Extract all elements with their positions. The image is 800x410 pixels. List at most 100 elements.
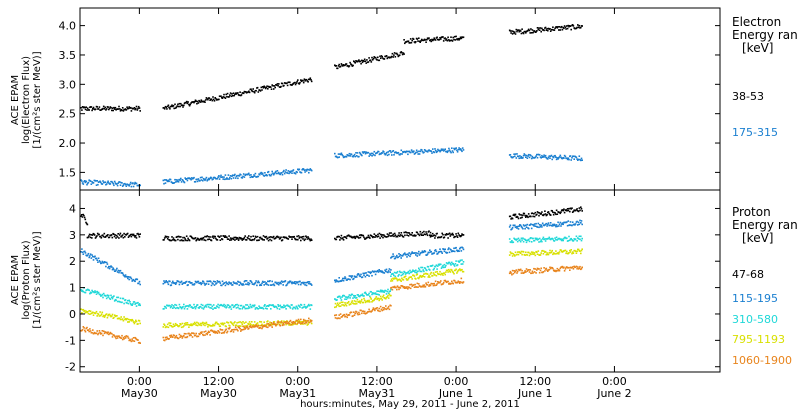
data-point xyxy=(182,106,184,108)
data-point xyxy=(177,179,179,181)
data-point xyxy=(263,239,265,241)
data-point xyxy=(267,170,270,173)
data-point xyxy=(580,252,582,255)
data-point xyxy=(429,231,432,234)
data-point xyxy=(372,57,375,60)
data-point xyxy=(415,278,417,280)
data-point xyxy=(285,82,287,85)
data-point xyxy=(212,237,215,239)
data-point xyxy=(519,268,522,271)
data-point xyxy=(549,266,551,269)
data-point xyxy=(540,224,542,226)
data-point xyxy=(371,59,374,61)
data-point xyxy=(549,267,552,270)
data-point xyxy=(444,273,446,276)
data-point xyxy=(567,24,570,27)
data-point xyxy=(105,265,107,268)
data-point xyxy=(532,237,534,240)
data-point xyxy=(137,107,139,110)
data-point xyxy=(344,303,347,306)
data-point xyxy=(310,239,313,241)
data-point xyxy=(377,271,380,273)
data-point xyxy=(260,324,263,327)
data-point xyxy=(511,226,514,229)
data-point xyxy=(536,213,538,216)
data-point xyxy=(385,270,387,273)
data-point xyxy=(180,334,182,337)
data-point xyxy=(380,153,382,155)
data-point xyxy=(536,27,539,29)
data-point xyxy=(421,150,424,153)
data-point xyxy=(164,281,167,283)
data-point xyxy=(275,323,278,326)
data-point xyxy=(458,39,460,41)
data-point xyxy=(92,182,95,184)
data-point xyxy=(515,157,518,159)
data-point xyxy=(432,148,434,150)
data-point xyxy=(270,324,272,327)
data-point xyxy=(135,105,138,108)
data-point xyxy=(372,307,375,309)
xtick-sublabel: May31 xyxy=(279,387,316,400)
data-point xyxy=(231,174,234,176)
data-point xyxy=(283,172,286,175)
data-point xyxy=(421,266,424,269)
data-point xyxy=(545,253,548,256)
data-point xyxy=(431,264,434,267)
data-point xyxy=(242,325,244,328)
data-point xyxy=(138,107,141,109)
data-point xyxy=(267,326,269,329)
data-point xyxy=(367,151,370,154)
data-point xyxy=(357,294,359,296)
data-point xyxy=(536,253,539,255)
data-point xyxy=(185,333,187,335)
data-point xyxy=(524,227,526,230)
data-point xyxy=(380,290,383,293)
data-point xyxy=(250,323,252,326)
data-point xyxy=(186,335,189,338)
data-point xyxy=(134,236,136,238)
data-point xyxy=(571,252,573,255)
data-point xyxy=(298,321,301,323)
data-point xyxy=(393,54,395,56)
data-point xyxy=(241,323,244,325)
data-point xyxy=(530,157,533,160)
data-point xyxy=(221,322,224,324)
data-point xyxy=(432,269,435,271)
data-point xyxy=(539,226,542,228)
data-point xyxy=(426,254,428,256)
data-point xyxy=(272,88,275,90)
data-point xyxy=(447,36,449,39)
data-point xyxy=(305,284,308,287)
data-point xyxy=(370,152,373,155)
data-point xyxy=(104,314,106,317)
data-point xyxy=(521,216,523,219)
data-point xyxy=(296,323,298,326)
data-point xyxy=(371,235,373,238)
data-point xyxy=(135,237,138,239)
data-point xyxy=(187,101,189,103)
data-point xyxy=(552,224,555,227)
data-point xyxy=(514,255,516,257)
xtick-label: 12:00 xyxy=(203,375,235,388)
data-point xyxy=(411,270,413,273)
data-point xyxy=(530,28,532,30)
xtick-sublabel: May30 xyxy=(121,387,158,400)
data-point xyxy=(252,304,254,307)
data-point xyxy=(390,286,393,289)
data-point xyxy=(530,272,532,275)
data-point xyxy=(339,297,342,299)
data-point xyxy=(430,250,432,253)
data-point xyxy=(520,214,523,216)
data-point xyxy=(459,268,461,270)
data-point xyxy=(557,221,559,224)
data-point xyxy=(512,30,515,33)
data-point xyxy=(408,272,410,275)
data-point xyxy=(213,330,216,333)
data-point xyxy=(340,301,343,304)
data-point xyxy=(562,239,564,242)
data-point xyxy=(115,337,117,340)
data-point xyxy=(373,308,375,311)
data-point xyxy=(558,29,560,31)
data-point xyxy=(409,38,412,40)
